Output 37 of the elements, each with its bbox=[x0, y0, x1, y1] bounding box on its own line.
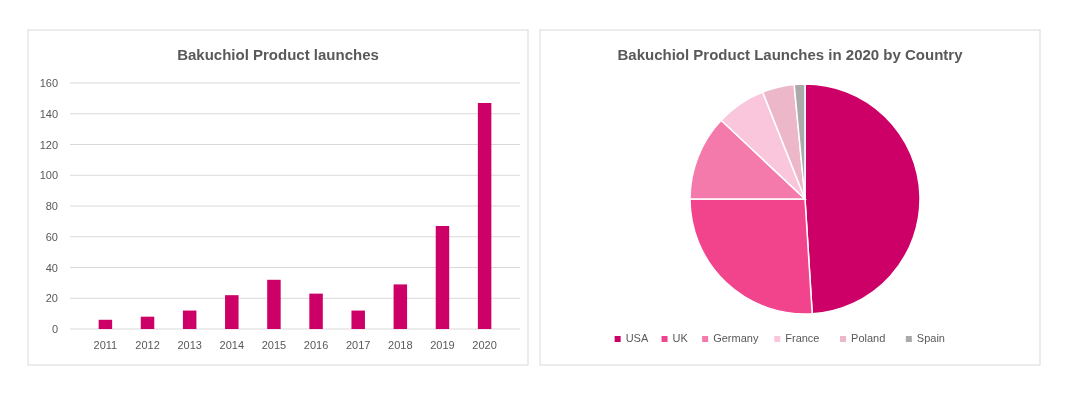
bar bbox=[98, 319, 113, 329]
x-tick-label: 2019 bbox=[430, 339, 455, 351]
bar bbox=[182, 310, 197, 329]
y-tick-label: 160 bbox=[39, 77, 58, 89]
bar bbox=[225, 295, 239, 329]
legend-label: Germany bbox=[713, 332, 759, 344]
x-tick-label: 2020 bbox=[472, 339, 497, 351]
x-tick-label: 2013 bbox=[177, 339, 202, 351]
bar bbox=[435, 225, 450, 329]
chart-title: Bakuchiol Product launches bbox=[177, 46, 379, 63]
legend-label: UK bbox=[672, 332, 689, 344]
x-tick-label: 2012 bbox=[135, 339, 160, 351]
x-tick-label: 2011 bbox=[93, 339, 118, 351]
y-tick-label: 80 bbox=[45, 200, 58, 212]
bar bbox=[393, 284, 408, 329]
bar bbox=[140, 316, 155, 329]
y-tick-label: 100 bbox=[39, 169, 58, 182]
y-tick-label: 0 bbox=[51, 323, 58, 335]
legend-label: Spain bbox=[916, 332, 945, 344]
legend-label: France bbox=[785, 332, 820, 344]
bar bbox=[309, 293, 323, 329]
y-tick-label: 60 bbox=[45, 230, 58, 243]
x-tick-label: 2017 bbox=[345, 339, 371, 351]
bar bbox=[477, 102, 492, 329]
y-tick-label: 20 bbox=[45, 292, 58, 305]
legend-label: Poland bbox=[851, 332, 886, 344]
x-tick-label: 2015 bbox=[261, 339, 287, 351]
legend-label: USA bbox=[625, 332, 649, 344]
y-tick-label: 120 bbox=[39, 138, 58, 151]
x-tick-label: 2018 bbox=[388, 339, 413, 351]
x-tick-label: 2014 bbox=[219, 339, 245, 351]
bar bbox=[267, 279, 281, 329]
y-tick-label: 40 bbox=[45, 261, 58, 274]
bar bbox=[351, 310, 365, 329]
y-tick-label: 140 bbox=[39, 107, 58, 120]
x-tick-label: 2016 bbox=[303, 339, 329, 351]
chart-title: Bakuchiol Product Launches in 2020 by Country bbox=[617, 46, 964, 63]
